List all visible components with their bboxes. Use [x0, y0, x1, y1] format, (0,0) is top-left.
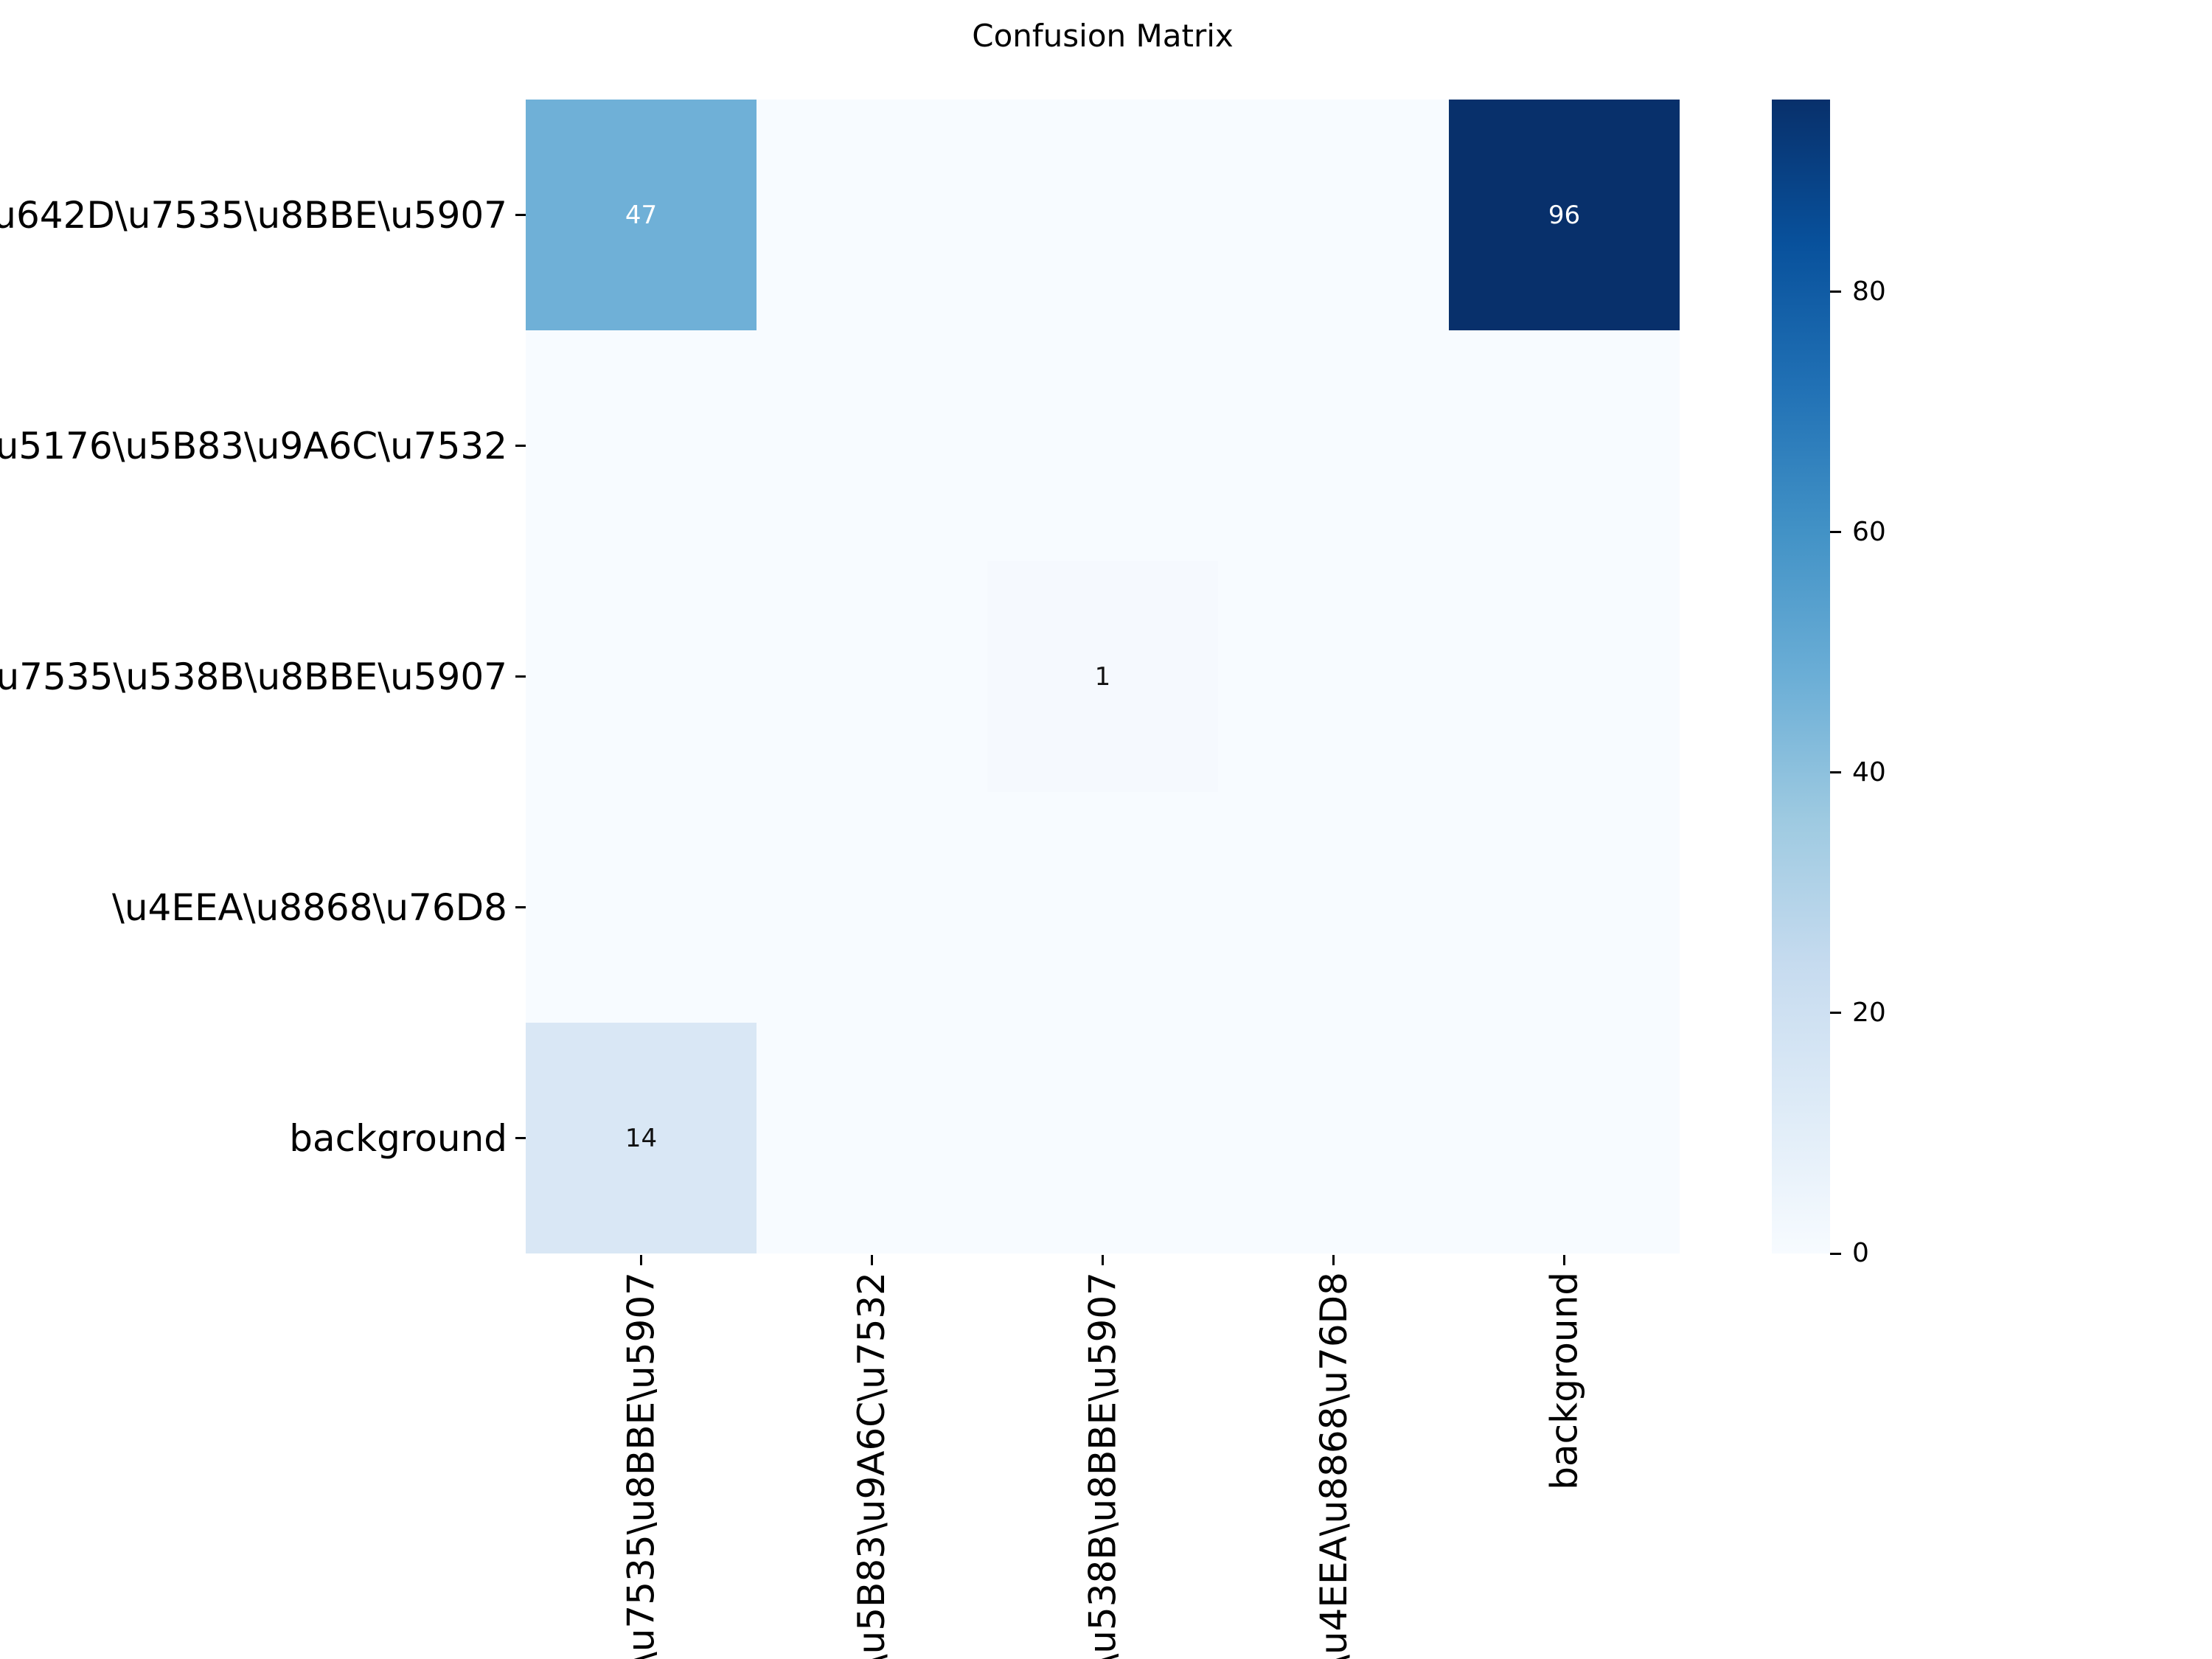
colorbar-tick	[1830, 531, 1841, 534]
x-axis-tick	[1563, 1255, 1565, 1265]
colorbar-tick-label: 60	[1852, 516, 1886, 547]
x-axis-tick	[1332, 1255, 1335, 1265]
col-label: \u5176\u5B83\u9A6C\u7532	[850, 1272, 894, 1659]
colorbar-tick	[1830, 291, 1841, 293]
row-label: background	[289, 1116, 507, 1160]
colorbar-tick-label: 40	[1852, 757, 1886, 787]
colorbar-tick	[1830, 771, 1841, 774]
row-label: \u5176\u5B83\u9A6C\u7532	[0, 424, 507, 467]
colorbar-tick	[1830, 1252, 1841, 1255]
heatmap-cell: 47	[526, 100, 757, 330]
y-axis-tick	[515, 214, 526, 216]
chart-title: Confusion Matrix	[972, 18, 1234, 54]
row-label: \u642D\u7535\u8BBE\u5907	[0, 193, 507, 237]
y-axis-tick	[515, 906, 526, 908]
col-label: \u642D\u7535\u8BBE\u5907	[619, 1272, 663, 1659]
heatmap: 47 96 1 14	[526, 100, 1680, 1253]
heatmap-cell: 14	[526, 1023, 757, 1253]
colorbar-tick	[1830, 1012, 1841, 1015]
row-label: \u4EEA\u8868\u76D8	[112, 886, 507, 929]
heatmap-cell: 1	[987, 561, 1218, 792]
y-axis-tick	[515, 675, 526, 678]
colorbar-tick-label: 20	[1852, 997, 1886, 1028]
y-axis-tick	[515, 1137, 526, 1139]
x-axis-tick	[640, 1255, 642, 1265]
x-axis-tick	[871, 1255, 873, 1265]
x-axis-tick	[1102, 1255, 1104, 1265]
col-label: background	[1543, 1272, 1586, 1490]
colorbar-tick-label: 80	[1852, 276, 1886, 307]
col-label: \u7535\u538B\u8BBE\u5907	[1081, 1272, 1124, 1659]
colorbar-tick-label: 0	[1852, 1238, 1869, 1268]
col-label: \u4EEA\u8868\u76D8	[1312, 1272, 1355, 1659]
colorbar	[1772, 100, 1830, 1253]
row-label: \u7535\u538B\u8BBE\u5907	[0, 655, 507, 698]
heatmap-cell: 96	[1449, 100, 1680, 330]
y-axis-tick	[515, 445, 526, 447]
